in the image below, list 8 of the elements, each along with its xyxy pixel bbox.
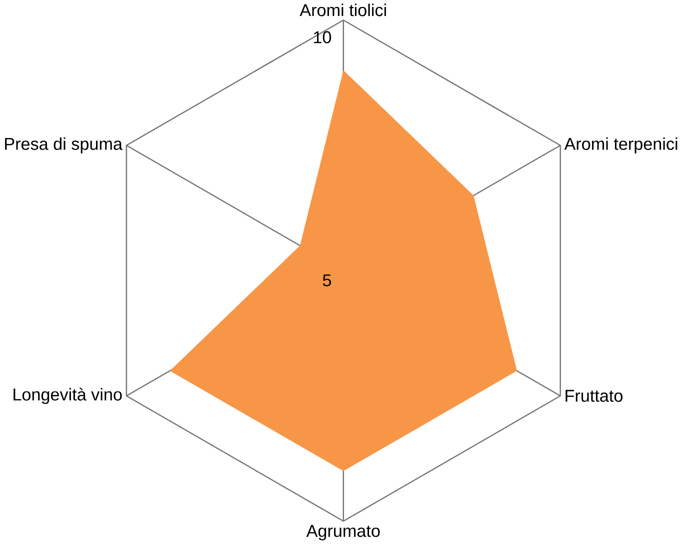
y-tick-label: 5 [322, 274, 332, 286]
spoke-label: Fruttato [566, 390, 622, 402]
spoke-label: Aromi terpenici [564, 137, 678, 154]
y-tick-label: 10 [314, 31, 332, 44]
spoke-label: Aromi tiolici [300, 4, 386, 16]
spoke-label: Agrumato [306, 525, 380, 540]
spoke-label: Longevità vino [14, 388, 122, 404]
spoke-label: Presa di spuma [5, 137, 123, 154]
